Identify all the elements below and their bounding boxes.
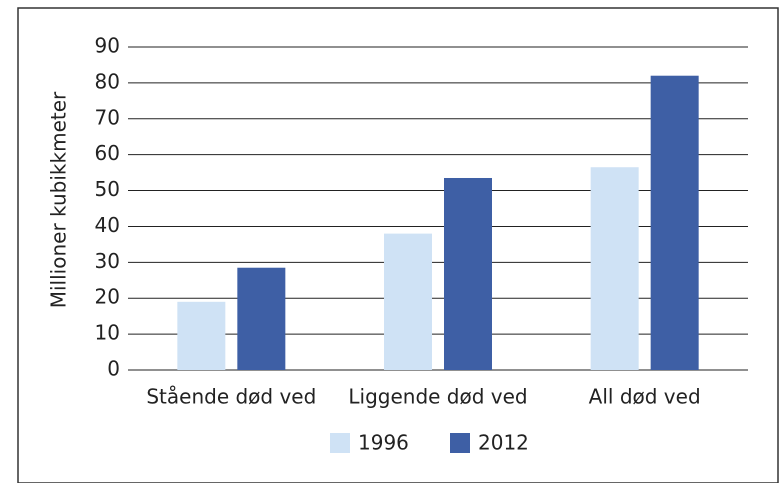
bar (384, 233, 432, 370)
y-tick-label: 90 (95, 34, 120, 58)
y-tick-label: 40 (95, 213, 120, 237)
y-tick-label: 70 (95, 105, 120, 129)
legend-swatch (450, 433, 470, 453)
bar (237, 267, 286, 370)
x-tick-label: Liggende død ved (348, 385, 527, 409)
x-tick-label: Stående død ved (146, 385, 316, 409)
legend-swatch (330, 433, 350, 453)
y-tick-label: 0 (107, 357, 120, 381)
y-tick-label: 10 (95, 321, 120, 345)
frame (17, 7, 779, 483)
legend-label: 2012 (478, 431, 529, 455)
y-tick-label: 80 (95, 69, 120, 93)
y-tick-label: 60 (95, 141, 120, 165)
bar (177, 301, 226, 370)
y-tick-label: 50 (95, 177, 120, 201)
bar (650, 75, 699, 370)
bar (444, 177, 492, 370)
y-tick-label: 20 (95, 285, 120, 309)
y-axis-label: Millioner kubikkmeter (47, 91, 71, 308)
legend-label: 1996 (358, 431, 409, 455)
bar (590, 167, 639, 370)
x-tick-label: All død ved (589, 385, 701, 409)
y-tick-label: 30 (95, 249, 120, 273)
